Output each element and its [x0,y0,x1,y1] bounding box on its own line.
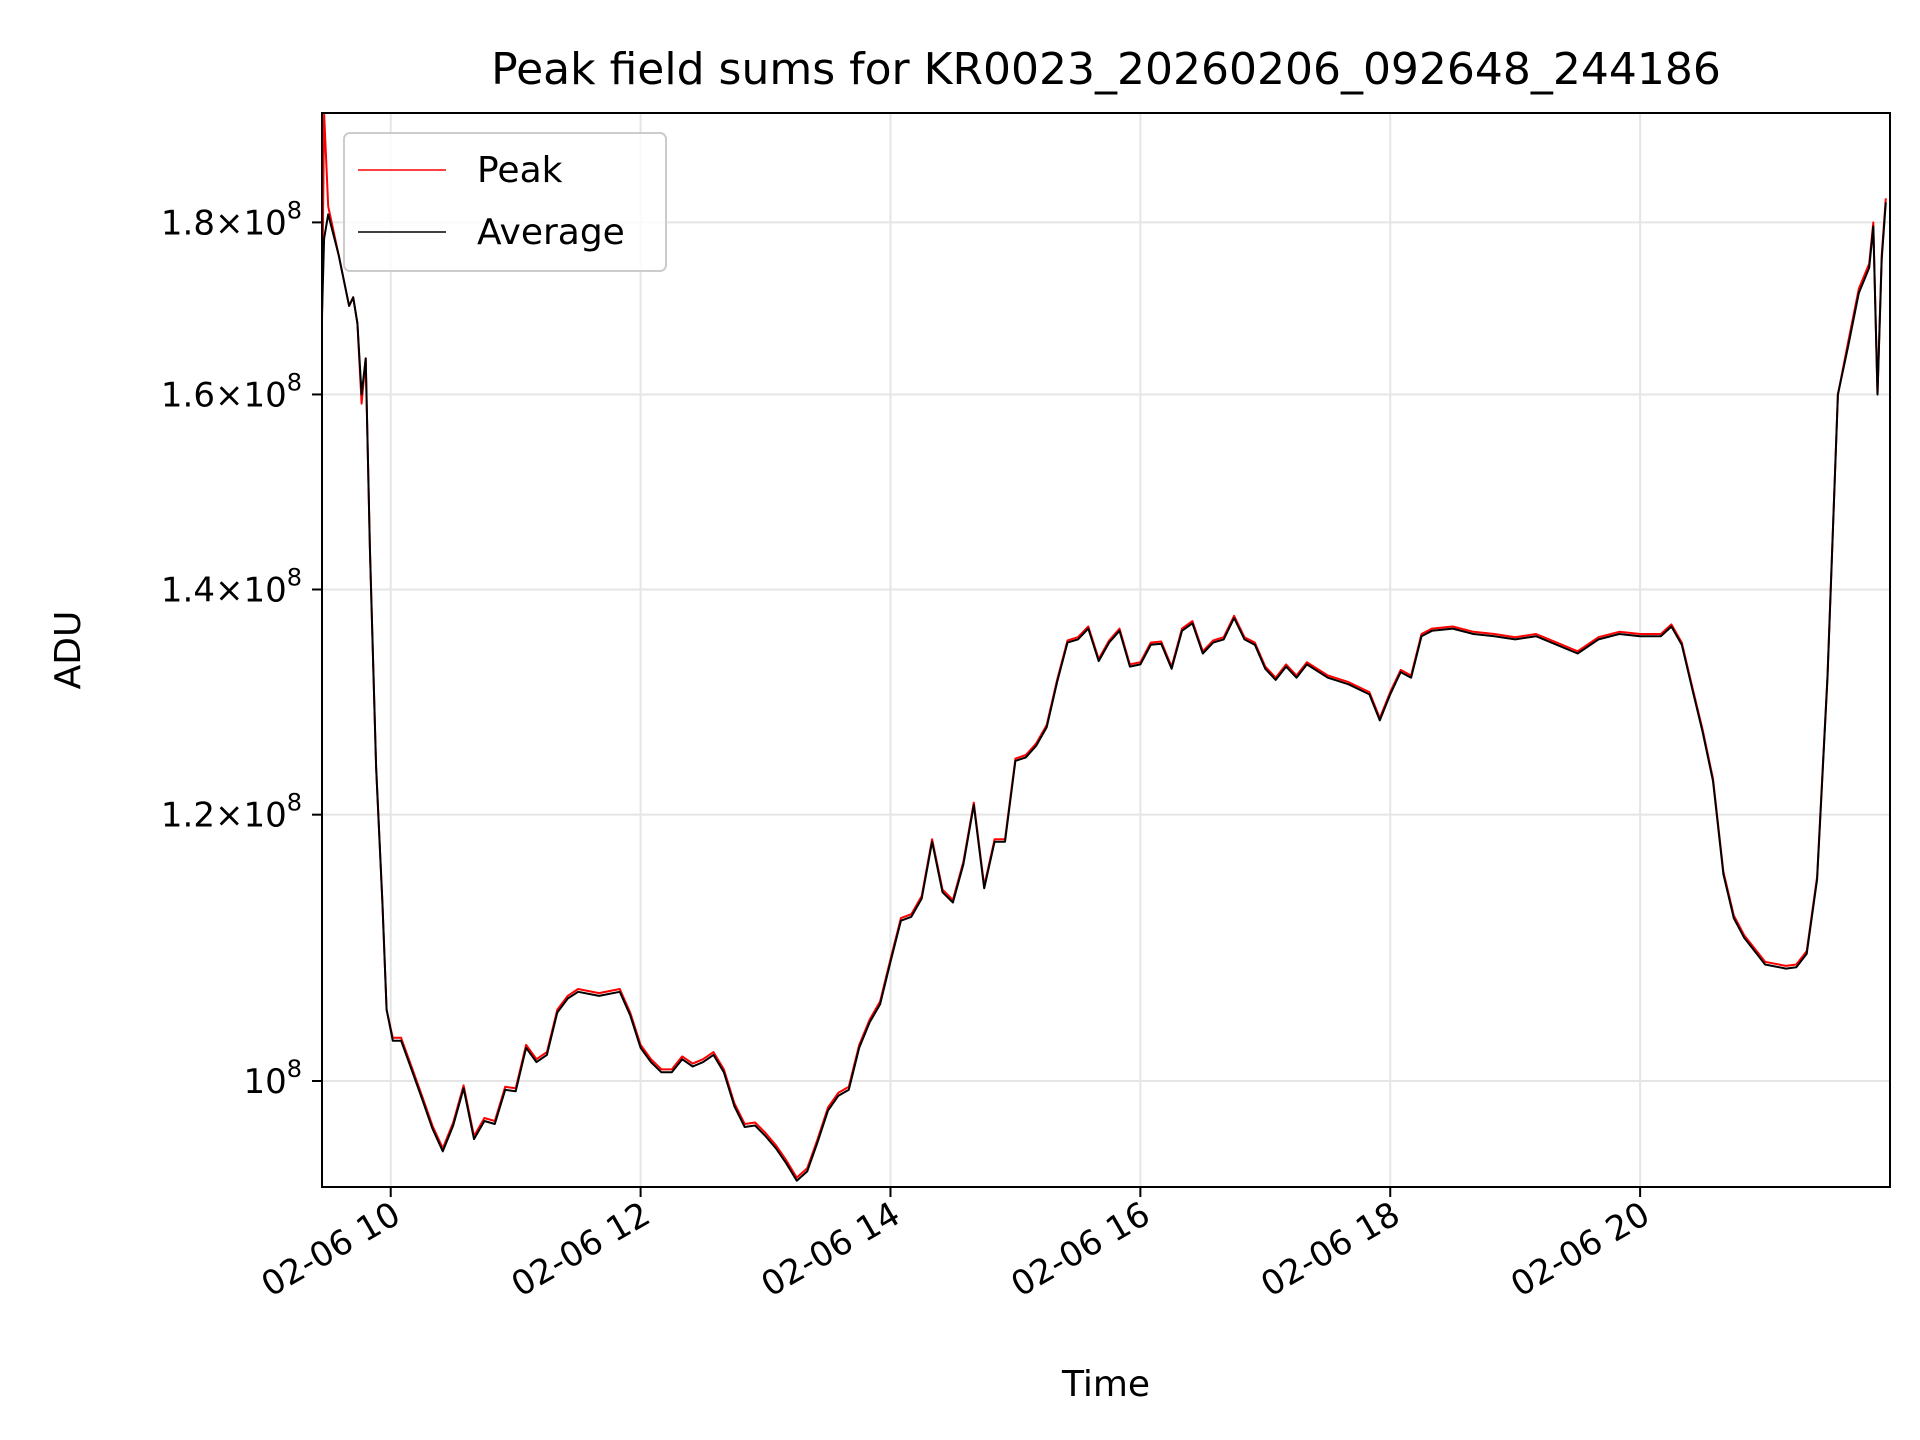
legend-box [343,132,667,272]
legend-label-average: Average [477,212,625,253]
y-tick-label: 1.8×108 [161,196,302,243]
x-axis-label: Time [1061,1364,1150,1405]
y-tick-label: 108 [243,1055,302,1102]
grid [322,113,1890,1187]
chart-title: Peak field sums for KR0023_20260206_0926… [491,44,1721,95]
plot-area-frame [321,112,1891,1188]
legend: Peak Average [343,132,667,272]
y-tick-label: 1.2×108 [161,789,302,836]
y-tick-label: 1.4×108 [161,564,302,611]
series-line-average [321,202,1887,1182]
y-tick-label: 1.6×108 [161,368,302,415]
y-axis: 108 1.2×108 1.4×108 1.6×108 1.8×108 [161,196,322,1102]
y-axis-label: ADU [48,611,89,690]
plot-lines [321,112,1887,1182]
legend-label-peak: Peak [477,150,563,191]
